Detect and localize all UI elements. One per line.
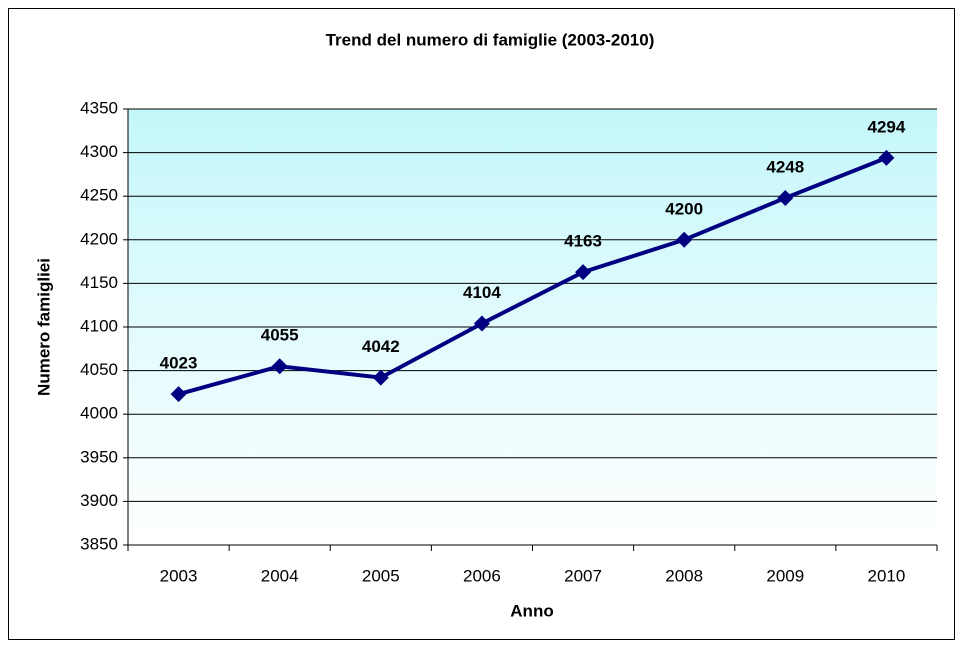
y-tick-label: 4100	[80, 316, 118, 335]
data-label: 4042	[362, 337, 400, 356]
marker	[170, 386, 187, 403]
data-label: 4163	[564, 232, 602, 251]
x-tick-label: 2003	[160, 566, 198, 585]
marker	[271, 358, 288, 375]
x-tick-label: 2010	[868, 566, 906, 585]
y-tick-label: 4150	[80, 273, 118, 292]
y-tick-label: 4050	[80, 360, 118, 379]
x-tick-label: 2008	[665, 566, 703, 585]
y-tick-label: 4350	[80, 98, 118, 117]
data-label: 4023	[160, 354, 198, 373]
data-label: 4248	[766, 157, 804, 176]
data-label: 4200	[665, 199, 703, 218]
y-axis-label: Numero famigliei	[34, 258, 53, 396]
data-label: 4294	[868, 117, 906, 136]
marker	[473, 315, 490, 332]
y-tick-label: 4250	[80, 186, 118, 205]
x-tick-label: 2006	[463, 566, 501, 585]
marker	[575, 264, 592, 281]
x-tick-label: 2007	[564, 566, 602, 585]
x-tick-label: 2005	[362, 566, 400, 585]
data-label: 4055	[261, 326, 299, 345]
x-tick-label: 2009	[766, 566, 804, 585]
y-tick-label: 4000	[80, 404, 118, 423]
x-tick-label: 2004	[261, 566, 299, 585]
marker	[676, 231, 693, 248]
x-axis-label: Anno	[510, 601, 553, 620]
data-label: 4104	[463, 283, 501, 302]
y-tick-label: 3950	[80, 447, 118, 466]
marker	[777, 189, 794, 206]
line	[178, 155, 888, 397]
y-tick-label: 3900	[80, 491, 118, 510]
marker	[372, 369, 389, 386]
y-tick-label: 3850	[80, 534, 118, 553]
marker	[878, 149, 895, 166]
y-tick-label: 4200	[80, 229, 118, 248]
chart-title: Trend del numero di famiglie (2003-2010)	[326, 30, 655, 49]
y-tick-label: 4300	[80, 142, 118, 161]
